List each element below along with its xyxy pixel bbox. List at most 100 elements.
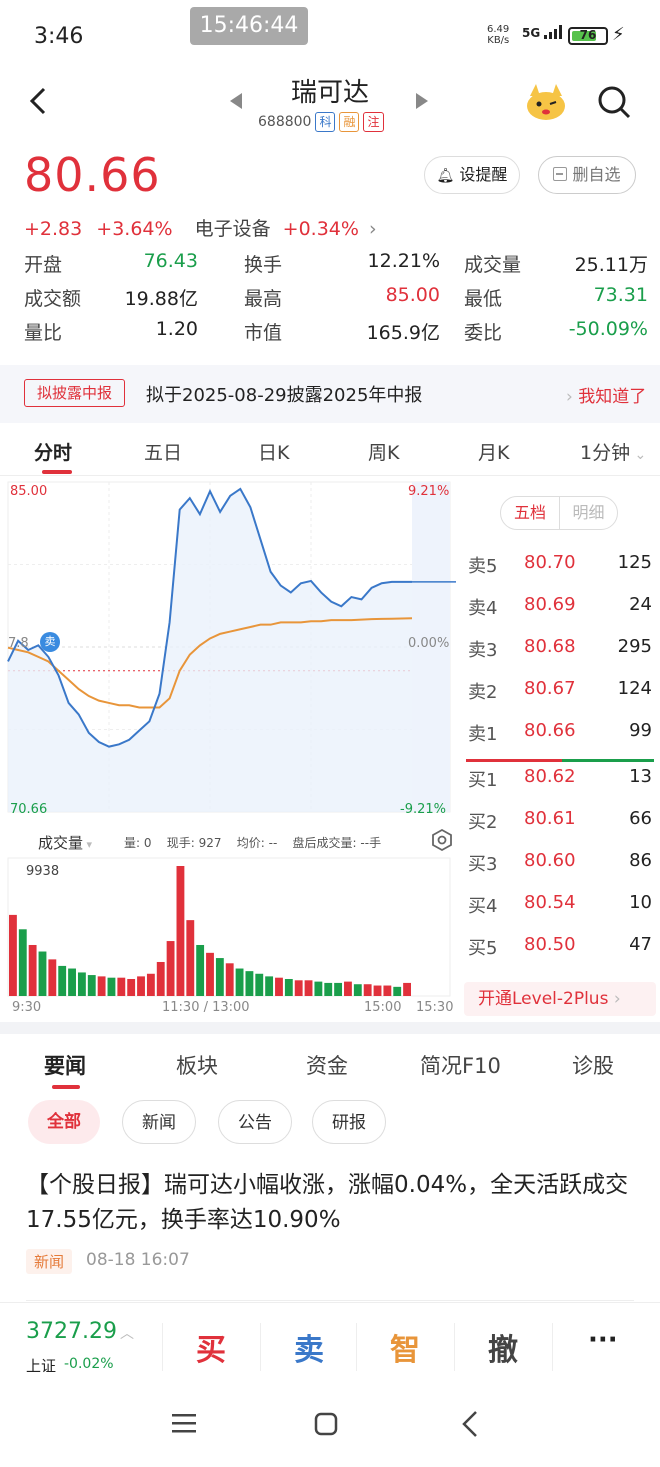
- bid-row[interactable]: 买5 80.50 47: [468, 934, 652, 964]
- orderbook-toggle[interactable]: 五档 明细: [500, 496, 618, 530]
- stock-subtitle: 688800 科 融 注: [258, 112, 384, 132]
- remove-watchlist-button[interactable]: 删自选: [538, 156, 636, 194]
- tag-star-market[interactable]: 科: [315, 112, 336, 132]
- volume-bar: [215, 958, 224, 996]
- stats-row: 量比 1.20 市值 165.9亿 委比 -50.09%: [24, 318, 648, 352]
- tab-headlines[interactable]: 要闻: [44, 1054, 86, 1078]
- chevron-down-icon: ⌄: [630, 447, 647, 463]
- order-quantity: 86: [629, 850, 652, 871]
- level2-upgrade-button[interactable]: 开通Level-2Plus ›: [464, 982, 656, 1016]
- chip-research[interactable]: 研报: [312, 1100, 386, 1144]
- chart-low-pct-label: -9.21%: [400, 802, 446, 817]
- ask-row[interactable]: 卖1 80.66 99: [468, 720, 652, 750]
- volume-bar: [58, 965, 67, 996]
- chart-svg[interactable]: [0, 476, 460, 1021]
- news-tab-underline: [52, 1085, 80, 1089]
- tab-capital[interactable]: 资金: [306, 1054, 348, 1078]
- order-price: 80.68: [524, 636, 576, 657]
- index-value[interactable]: 3727.29: [26, 1319, 117, 1344]
- avg-price-line: [7, 617, 413, 709]
- net-speed-unit: KB/s: [487, 35, 510, 46]
- mascot-icon[interactable]: [524, 82, 568, 122]
- tab-diagnosis[interactable]: 诊股: [572, 1054, 614, 1078]
- disclosure-notice[interactable]: 拟披露中报 拟于2025-08-29披露2025年中报 › 我知道了: [0, 365, 660, 423]
- bid-row[interactable]: 买3 80.60 86: [468, 850, 652, 880]
- back-nav-icon[interactable]: [460, 1410, 480, 1438]
- stock-header: 瑞可达 688800 科 融 注: [0, 70, 660, 142]
- recents-icon[interactable]: [172, 1412, 196, 1434]
- order-level-label: 卖5: [468, 556, 498, 577]
- battery-icon: 76: [568, 27, 608, 45]
- bid-row[interactable]: 买1 80.62 13: [468, 766, 652, 796]
- chip-news[interactable]: 新闻: [122, 1100, 196, 1144]
- volume-bar: [196, 944, 205, 996]
- index-name: 上证: [26, 1357, 57, 1375]
- tab-intraday[interactable]: 分时: [34, 442, 73, 464]
- current-price: 80.66: [24, 148, 161, 202]
- order-level-label: 买4: [468, 896, 498, 917]
- sell-marker[interactable]: 卖: [40, 632, 60, 652]
- volume-selector[interactable]: 成交量 ▾: [38, 832, 92, 853]
- cancel-order-button[interactable]: 撤: [488, 1333, 518, 1368]
- volume-bar: [137, 976, 145, 996]
- smart-button[interactable]: 智: [390, 1333, 420, 1368]
- tab-monthly-k[interactable]: 月K: [478, 442, 510, 464]
- stat-label: 委比: [464, 322, 503, 344]
- next-stock-arrow-icon[interactable]: [416, 93, 428, 109]
- news-article[interactable]: 【个股日报】瑞可达小幅收涨，涨幅0.04%，全天活跃成交17.55亿元，换手率达…: [0, 1164, 660, 1301]
- order-level-label: 卖4: [468, 598, 498, 619]
- ask-row[interactable]: 卖2 80.67 124: [468, 678, 652, 708]
- buy-button[interactable]: 买: [196, 1333, 226, 1368]
- order-level-label: 卖2: [468, 682, 498, 703]
- change-row: +2.83 +3.64% 电子设备 +0.34% ›: [24, 214, 377, 241]
- back-arrow-icon[interactable]: [24, 86, 54, 116]
- sell-button[interactable]: 卖: [294, 1333, 324, 1368]
- chevron-up-icon[interactable]: ︿: [120, 1326, 134, 1342]
- home-icon[interactable]: [314, 1412, 338, 1436]
- toggle-five-level[interactable]: 五档: [513, 503, 546, 522]
- volume-bar: [97, 976, 106, 996]
- set-alert-label: 设提醒: [459, 165, 508, 184]
- tab-sectors[interactable]: 板块: [176, 1054, 218, 1078]
- tab-weekly-k[interactable]: 周K: [368, 442, 400, 464]
- chip-all[interactable]: 全部: [28, 1100, 100, 1144]
- signal-label: 5G: [522, 26, 541, 40]
- intraday-chart[interactable]: 85.00 9.21% 0.00% 70.66 -9.21% 7.8 卖 成交量…: [0, 476, 460, 1021]
- tag-margin[interactable]: 融: [339, 112, 360, 132]
- volume-bar: [255, 973, 264, 996]
- chip-announcement[interactable]: 公告: [218, 1100, 292, 1144]
- stat-value: 1.20: [155, 318, 198, 340]
- order-quantity: 24: [629, 594, 652, 615]
- ask-row[interactable]: 卖4 80.69 24: [468, 594, 652, 624]
- sector-percent[interactable]: +0.34%: [282, 218, 359, 240]
- sector-name[interactable]: 电子设备: [194, 218, 271, 240]
- notice-dismiss-link[interactable]: › 我知道了: [566, 382, 646, 407]
- search-icon[interactable]: [596, 84, 632, 120]
- order-price: 80.60: [524, 850, 576, 871]
- orderbook-divider: [466, 759, 654, 762]
- bid-row[interactable]: 买2 80.61 66: [468, 808, 652, 838]
- volume-bar: [265, 976, 274, 996]
- tab-daily-k[interactable]: 日K: [258, 442, 290, 464]
- ask-row[interactable]: 卖3 80.68 295: [468, 636, 652, 666]
- settings-hex-icon[interactable]: [430, 828, 454, 852]
- tab-f10[interactable]: 简况F10: [420, 1054, 501, 1078]
- tab-one-minute[interactable]: 1分钟 ⌄: [580, 438, 646, 465]
- x-tick-open: 9:30: [12, 1000, 42, 1015]
- volume-bar: [353, 984, 362, 996]
- article-title[interactable]: 【个股日报】瑞可达小幅收涨，涨幅0.04%，全天活跃成交17.55亿元，换手率达…: [26, 1172, 629, 1233]
- prev-stock-arrow-icon[interactable]: [230, 93, 242, 109]
- tag-registration[interactable]: 注: [363, 112, 384, 132]
- tab-five-day[interactable]: 五日: [144, 442, 183, 464]
- stat-label: 成交量: [464, 254, 522, 276]
- ask-row[interactable]: 卖5 80.70 125: [468, 552, 652, 582]
- notice-text: 拟于2025-08-29披露2025年中报: [146, 385, 423, 406]
- set-alert-button[interactable]: 🔔︎ 设提醒: [424, 156, 520, 194]
- volume-bar: [245, 971, 254, 996]
- news-filter-chips: 全部 新闻 公告 研报: [0, 1098, 660, 1148]
- chevron-right-icon[interactable]: ›: [369, 218, 377, 240]
- stat-label: 量比: [24, 322, 63, 344]
- toggle-detail[interactable]: 明细: [559, 497, 617, 529]
- bid-row[interactable]: 买4 80.54 10: [468, 892, 652, 922]
- more-button[interactable]: ···: [588, 1325, 618, 1355]
